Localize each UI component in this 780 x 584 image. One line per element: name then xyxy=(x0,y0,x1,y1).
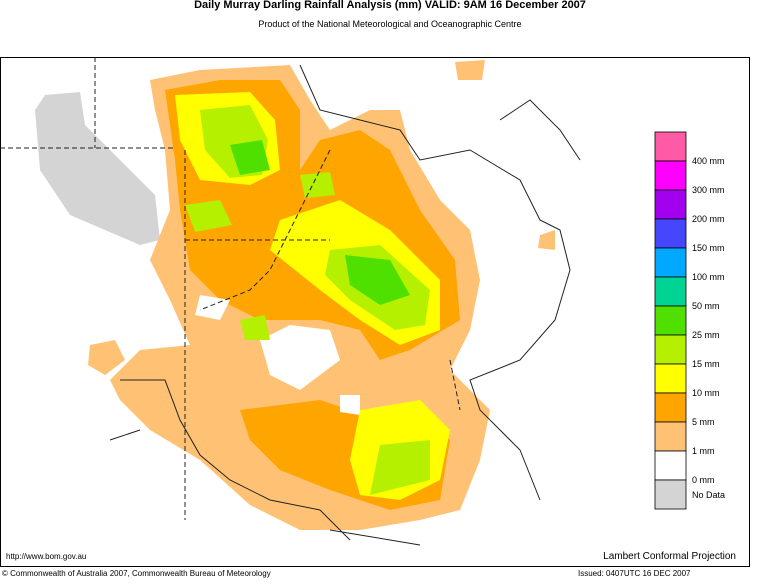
no-data-area xyxy=(35,92,160,245)
legend-label: 25 mm xyxy=(692,330,720,340)
legend-swatch xyxy=(654,421,687,452)
state-borders xyxy=(0,57,461,520)
legend-label: 0 mm xyxy=(692,475,715,485)
coastline xyxy=(109,379,421,546)
legend-label: 1 mm xyxy=(692,446,715,456)
legend-label: 100 mm xyxy=(692,272,725,282)
legend-label: 5 mm xyxy=(692,417,715,427)
legend-label: 400 mm xyxy=(692,156,725,166)
legend-swatch xyxy=(654,131,687,162)
legend-swatch xyxy=(654,247,687,278)
legend-swatch xyxy=(654,392,687,423)
legend-swatch xyxy=(654,334,687,365)
map xyxy=(0,57,581,546)
legend-swatch xyxy=(654,276,687,307)
boundary-lines xyxy=(299,64,581,501)
legend-swatch xyxy=(654,363,687,394)
legend-label: 150 mm xyxy=(692,243,725,253)
legend-no-data: No Data xyxy=(692,490,725,500)
legend-label: 300 mm xyxy=(692,185,725,195)
legend-swatch xyxy=(654,479,687,510)
legend-label: 50 mm xyxy=(692,301,720,311)
rain-0mm xyxy=(195,295,360,415)
legend-label: 200 mm xyxy=(692,214,725,224)
subtitle: Product of the National Meteorological a… xyxy=(258,19,521,29)
legend-swatch xyxy=(654,218,687,249)
legend-label: 15 mm xyxy=(692,359,720,369)
legend-label: 10 mm xyxy=(692,388,720,398)
legend-swatch xyxy=(654,450,687,481)
issued: Issued: 0407UTC 16 DEC 2007 xyxy=(578,569,691,578)
legend-swatch xyxy=(654,305,687,336)
title: Daily Murray Darling Rainfall Analysis (… xyxy=(194,0,586,11)
legend-swatch xyxy=(654,189,687,220)
legend-swatch xyxy=(654,160,687,191)
url: http://www.bom.gov.au xyxy=(6,552,86,561)
copyright: © Commonwealth of Australia 2007, Common… xyxy=(2,569,271,578)
rain-25mm xyxy=(230,140,410,305)
projection: Lambert Conformal Projection xyxy=(603,551,736,562)
rain-5mm xyxy=(165,80,460,510)
legend: 400 mm 300 mm 200 mm 150 mm 100 mm 50 mm 25 mm… xyxy=(654,131,725,510)
